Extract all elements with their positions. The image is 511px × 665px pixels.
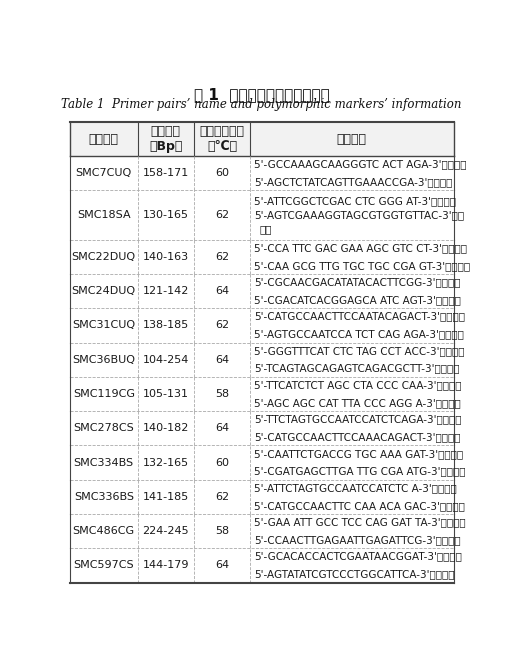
Text: SMC119CG: SMC119CG	[73, 389, 135, 399]
Text: 5'-CAA GCG TTG TGC TGC CGA GT-3'（反向）: 5'-CAA GCG TTG TGC TGC CGA GT-3'（反向）	[254, 261, 470, 271]
Text: 5'-TTCTAGTGCCAATCCATCTCAGA-3'（正向）: 5'-TTCTAGTGCCAATCCATCTCAGA-3'（正向）	[254, 414, 461, 424]
Text: SMC36BUQ: SMC36BUQ	[72, 354, 135, 364]
Text: SMC31CUQ: SMC31CUQ	[72, 321, 135, 331]
Bar	[70, 342, 454, 377]
Text: 141-185: 141-185	[143, 492, 189, 502]
Text: 5'-CCAACTTGAGAATTGAGATTCG-3'（反向）: 5'-CCAACTTGAGAATTGAGATTCG-3'（反向）	[254, 535, 460, 545]
Text: 144-179: 144-179	[143, 561, 189, 571]
Text: 5'-CGACATCACGGAGCA ATC AGT-3'（反向）: 5'-CGACATCACGGAGCA ATC AGT-3'（反向）	[254, 295, 460, 305]
Text: 5'-AGC AGC CAT TTA CCC AGG A-3'（反向）: 5'-AGC AGC CAT TTA CCC AGG A-3'（反向）	[254, 398, 460, 408]
Text: SMC336BS: SMC336BS	[74, 492, 134, 502]
Text: 5'-GGGTTTCAT CTC TAG CCT ACC-3'（正向）: 5'-GGGTTTCAT CTC TAG CCT ACC-3'（正向）	[254, 346, 464, 356]
Bar	[70, 479, 454, 514]
Bar	[70, 122, 454, 156]
Text: 62: 62	[215, 492, 229, 502]
Text: 5'-GAA ATT GCC TCC CAG GAT TA-3'（正向）: 5'-GAA ATT GCC TCC CAG GAT TA-3'（正向）	[254, 517, 466, 527]
Text: 5'-CAATTCTGACCG TGC AAA GAT-3'（正向）: 5'-CAATTCTGACCG TGC AAA GAT-3'（正向）	[254, 449, 463, 459]
Bar	[70, 240, 454, 274]
Text: 引物名称: 引物名称	[89, 132, 119, 146]
Text: 5'-TTCATCTCT AGC CTA CCC CAA-3'（正向）: 5'-TTCATCTCT AGC CTA CCC CAA-3'（正向）	[254, 380, 461, 390]
Text: 表 1  引物编号及引物扩增信息: 表 1 引物编号及引物扩增信息	[194, 88, 330, 102]
Text: 140-163: 140-163	[143, 252, 189, 262]
Bar	[70, 377, 454, 411]
Text: 138-185: 138-185	[143, 321, 189, 331]
Text: 62: 62	[215, 210, 229, 220]
Text: 5'-CATGCCAACTTC CAA ACA GAC-3'（反向）: 5'-CATGCCAACTTC CAA ACA GAC-3'（反向）	[254, 501, 464, 511]
Text: 62: 62	[215, 321, 229, 331]
Text: 121-142: 121-142	[143, 286, 189, 296]
Text: 5'-GCCAAAGCAAGGGTC ACT AGA-3'（正向）: 5'-GCCAAAGCAAGGGTC ACT AGA-3'（正向）	[254, 159, 466, 170]
Text: 5'-CGATGAGCTTGA TTG CGA ATG-3'（反向）: 5'-CGATGAGCTTGA TTG CGA ATG-3'（反向）	[254, 467, 465, 477]
Bar	[70, 309, 454, 342]
Text: 5'-CATGCCAACTTCCAAACAGACT-3'（反向）: 5'-CATGCCAACTTCCAAACAGACT-3'（反向）	[254, 432, 460, 442]
Text: 58: 58	[215, 526, 229, 536]
Text: 5'-GCACACCACTCGAATAACGGAT-3'（正向）: 5'-GCACACCACTCGAATAACGGAT-3'（正向）	[254, 551, 461, 561]
Text: 向）: 向）	[260, 224, 272, 234]
Text: 5'-AGTATATCGTCCCTGGCATTCA-3'（反向）: 5'-AGTATATCGTCCCTGGCATTCA-3'（反向）	[254, 569, 454, 579]
Text: 引物退火温度
（℃）: 引物退火温度 （℃）	[199, 125, 244, 153]
Bar	[70, 446, 454, 479]
Text: 5'-ATTCTAGTGCCAATCCATCTC A-3'（正向）: 5'-ATTCTAGTGCCAATCCATCTC A-3'（正向）	[254, 483, 456, 493]
Text: SMC334BS: SMC334BS	[74, 458, 134, 467]
Text: 5'-CATGCCAACTTCCAATACAGACT-3'（正向）: 5'-CATGCCAACTTCCAATACAGACT-3'（正向）	[254, 311, 464, 322]
Text: 105-131: 105-131	[143, 389, 189, 399]
Text: 5'-TCAGTAGCAGAGTCAGACGCTT-3'（反向）: 5'-TCAGTAGCAGAGTCAGACGCTT-3'（反向）	[254, 364, 459, 374]
Text: SMC278CS: SMC278CS	[74, 424, 134, 434]
Bar	[70, 514, 454, 549]
Text: 5'-AGTCGAAAGGTAGCGTGGTGTTAC-3'（反: 5'-AGTCGAAAGGTAGCGTGGTGTTAC-3'（反	[254, 210, 464, 220]
Bar	[70, 549, 454, 583]
Text: 5'-ATTCGGCTCGAC CTC GGG AT-3'（正向）: 5'-ATTCGGCTCGAC CTC GGG AT-3'（正向）	[254, 196, 456, 206]
Text: 140-182: 140-182	[143, 424, 189, 434]
Text: 64: 64	[215, 354, 229, 364]
Text: 条带大小
（Bp）: 条带大小 （Bp）	[149, 125, 182, 153]
Text: 5'-CCA TTC GAC GAA AGC GTC CT-3'（正向）: 5'-CCA TTC GAC GAA AGC GTC CT-3'（正向）	[254, 243, 467, 253]
Text: 5'-AGCTCTATCAGTTGAAACCGA-3'（反向）: 5'-AGCTCTATCAGTTGAAACCGA-3'（反向）	[254, 177, 452, 187]
Bar	[70, 274, 454, 309]
Text: 130-165: 130-165	[143, 210, 189, 220]
Text: SMC22DUQ: SMC22DUQ	[72, 252, 136, 262]
Bar	[70, 411, 454, 446]
Bar	[70, 190, 454, 240]
Text: 64: 64	[215, 561, 229, 571]
Text: 60: 60	[215, 168, 229, 178]
Text: SMC7CUQ: SMC7CUQ	[76, 168, 132, 178]
Text: 引物序列: 引物序列	[337, 132, 367, 146]
Text: 60: 60	[215, 458, 229, 467]
Text: Table 1  Primer pairs’ name and polymorphic markers’ information: Table 1 Primer pairs’ name and polymorph…	[61, 98, 462, 111]
Text: 5'-CGCAACGACATATACACTTCGG-3'（正向）: 5'-CGCAACGACATATACACTTCGG-3'（正向）	[254, 277, 460, 287]
Text: 132-165: 132-165	[143, 458, 189, 467]
Text: 5'-AGTGCCAATCCA TCT CAG AGA-3'（反向）: 5'-AGTGCCAATCCA TCT CAG AGA-3'（反向）	[254, 329, 463, 339]
Text: SMC18SA: SMC18SA	[77, 210, 131, 220]
Text: SMC24DUQ: SMC24DUQ	[72, 286, 136, 296]
Text: 64: 64	[215, 286, 229, 296]
Text: 224-245: 224-245	[143, 526, 189, 536]
Bar	[70, 156, 454, 190]
Text: SMC597CS: SMC597CS	[74, 561, 134, 571]
Text: 64: 64	[215, 424, 229, 434]
Text: SMC486CG: SMC486CG	[73, 526, 135, 536]
Text: 62: 62	[215, 252, 229, 262]
Text: 104-254: 104-254	[143, 354, 189, 364]
Text: 158-171: 158-171	[143, 168, 189, 178]
Text: 58: 58	[215, 389, 229, 399]
